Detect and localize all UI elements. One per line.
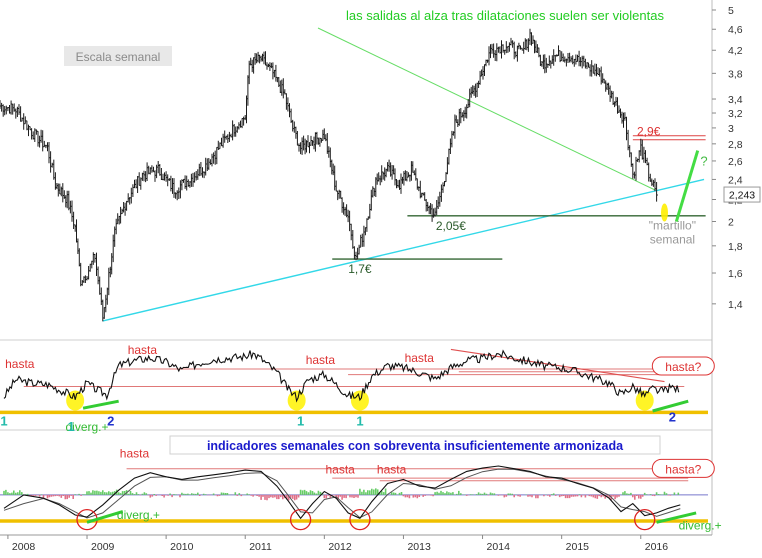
main-y-axis: 54,64,23,83,43,232,82,62,42,221,81,61,4 <box>712 5 743 311</box>
scale-label: Escala semanal <box>76 50 161 64</box>
oversold-circle <box>289 508 312 531</box>
y-tick-label: 3,2 <box>728 108 743 120</box>
hammer-highlight <box>660 203 668 222</box>
indicator-main-line <box>3 465 681 520</box>
oscillator-label: 1 <box>356 414 363 429</box>
divergence-stroke <box>656 511 697 524</box>
indicator-banner: indicadores semanales con sobreventa ins… <box>207 439 624 453</box>
y-tick-label: 5 <box>728 5 734 17</box>
price-bars <box>0 28 658 322</box>
hasta-box <box>651 356 715 376</box>
divergence-stroke <box>86 510 124 524</box>
main-price-series <box>0 28 658 322</box>
oscillator-label: 1 <box>0 414 7 429</box>
y-tick-label: 2,4 <box>728 174 743 186</box>
divergence-stroke <box>82 399 119 410</box>
price-annotation: ? <box>700 153 707 168</box>
indicator-label: diverg.+ <box>679 519 722 533</box>
histogram-positive <box>3 488 680 495</box>
y-tick-label: 2 <box>728 217 734 229</box>
x-tick-label: 2010 <box>170 541 194 553</box>
oscillator-line <box>3 349 680 403</box>
indicator-label: hasta <box>377 462 407 476</box>
indicator-label: hasta? <box>665 462 701 476</box>
x-tick-label: 2008 <box>12 541 36 553</box>
price-annotation: 1,7€ <box>348 262 372 276</box>
x-tick-label: 2015 <box>566 541 590 553</box>
current-value-label: 2,243 <box>729 190 755 202</box>
indicator-label: diverg.+ <box>117 508 160 522</box>
hasta-box <box>651 458 715 478</box>
y-tick-label: 3,8 <box>728 68 743 80</box>
x-tick-label: 2016 <box>645 541 669 553</box>
oversold-highlight <box>66 390 85 411</box>
scale-label-background <box>64 46 172 66</box>
x-tick-label: 2012 <box>328 541 352 553</box>
oscillator-label: hasta <box>128 343 158 357</box>
y-tick-label: 3 <box>728 123 734 135</box>
oversold-circle <box>349 508 371 531</box>
main-reference-lines <box>102 27 706 322</box>
x-tick-label: 2013 <box>407 541 431 553</box>
oscillator-label: hasta <box>5 357 35 371</box>
y-tick-label: 1,4 <box>728 299 743 311</box>
indicator-label: hasta <box>120 446 150 460</box>
oscillator-label: 1 <box>297 414 304 429</box>
x-tick-label: 2011 <box>249 541 272 553</box>
current-value-box <box>723 186 761 203</box>
y-tick-label: 4,2 <box>728 45 743 57</box>
trendline-support <box>102 178 705 322</box>
y-tick-label: 3,4 <box>728 94 743 106</box>
x-tick-label: 2009 <box>91 541 115 553</box>
oscillator-label: 1 <box>68 419 75 434</box>
price-annotation: 2,9€ <box>637 125 661 139</box>
oscillator-label: 2 <box>107 414 114 429</box>
oversold-highlight <box>635 390 654 411</box>
y-tick-label: 1,6 <box>728 268 743 280</box>
projection-arrow <box>674 150 700 222</box>
annotation-arrow-line <box>317 27 656 191</box>
price-annotation: semanal <box>650 232 695 246</box>
x-tick-label: 2014 <box>487 541 511 553</box>
y-tick-label: 1,8 <box>728 241 743 253</box>
y-tick-label: 2,6 <box>728 156 743 168</box>
indicator-panel: hasta hasta hasta hasta? diverg.+ diverg.+ <box>0 446 722 533</box>
oscillator-label: hasta? <box>665 360 701 374</box>
oscillator-label: diverg.+ <box>66 420 109 434</box>
oscillator-label: hasta <box>306 353 336 367</box>
oscillator-downtrend-line <box>450 348 665 383</box>
divergence-stroke <box>652 399 689 413</box>
price-annotation: 2,05€ <box>436 219 466 233</box>
oscillator-label: hasta <box>405 351 435 365</box>
top-annotation: las salidas al alza tras dilataciones su… <box>346 8 664 23</box>
x-axis: 2008 2009 2010 2011 2012 2013 2014 2015 2016 <box>0 534 712 553</box>
oversold-circle <box>634 508 656 531</box>
y-tick-label: 4,6 <box>728 24 743 36</box>
y-tick-label: 2,8 <box>728 139 743 151</box>
price-annotation: "martillo" <box>649 219 696 233</box>
indicator-label: hasta <box>325 462 355 476</box>
oscillator-label: 2 <box>669 409 676 424</box>
indicator-banner-box <box>169 435 661 455</box>
main-annotations: 2,243 1,7€ 2,05€ 2,9€? "martillo"semanal <box>348 125 761 276</box>
